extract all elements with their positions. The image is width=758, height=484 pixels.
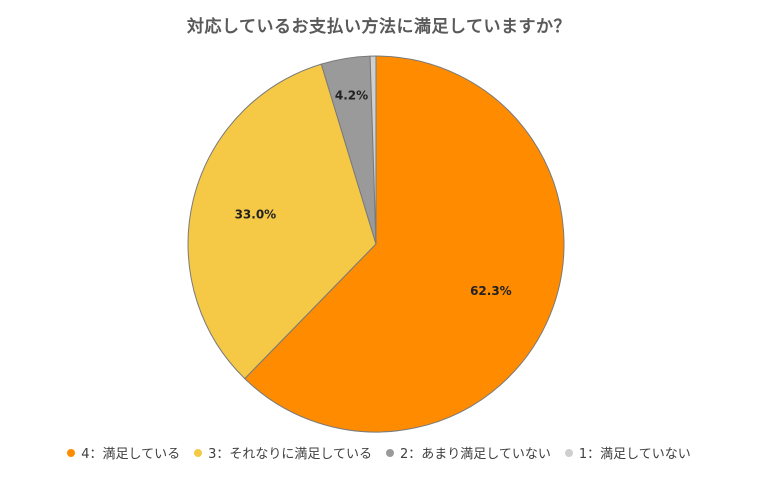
legend-item-4: 4：満足している — [67, 443, 180, 462]
legend-item-2: 2：あまり満足していない — [386, 443, 551, 462]
data-label-3: 4.2% — [335, 89, 368, 103]
legend-swatch-1 — [564, 448, 573, 457]
legend-item-3: 3：それなりに満足している — [194, 443, 372, 462]
legend-label-2: 2：あまり満足していない — [400, 447, 551, 462]
legend: 4：満足している 3：それなりに満足している 2：あまり満足していない 1：満足… — [0, 443, 758, 462]
legend-label-3: 3：それなりに満足している — [208, 447, 372, 462]
pie-slice-1 — [244, 55, 565, 433]
data-label-1: 62.3% — [470, 284, 512, 298]
legend-label-1: 1：満足していない — [578, 447, 691, 462]
legend-item-1: 1：満足していない — [564, 443, 691, 462]
legend-swatch-2 — [386, 448, 394, 457]
pie-slice-4 — [369, 55, 377, 245]
legend-label-4: 4：満足している — [81, 447, 181, 462]
data-label-2: 33.0% — [235, 208, 277, 222]
pie-slice-2 — [187, 63, 377, 380]
chart-title: 対応しているお支払い方法に満足していますか？ — [187, 17, 571, 37]
legend-swatch-4 — [67, 448, 76, 457]
legend-swatch-3 — [194, 448, 203, 457]
pie-chart: 62.3% 33.0% 4.2% — [187, 55, 565, 433]
